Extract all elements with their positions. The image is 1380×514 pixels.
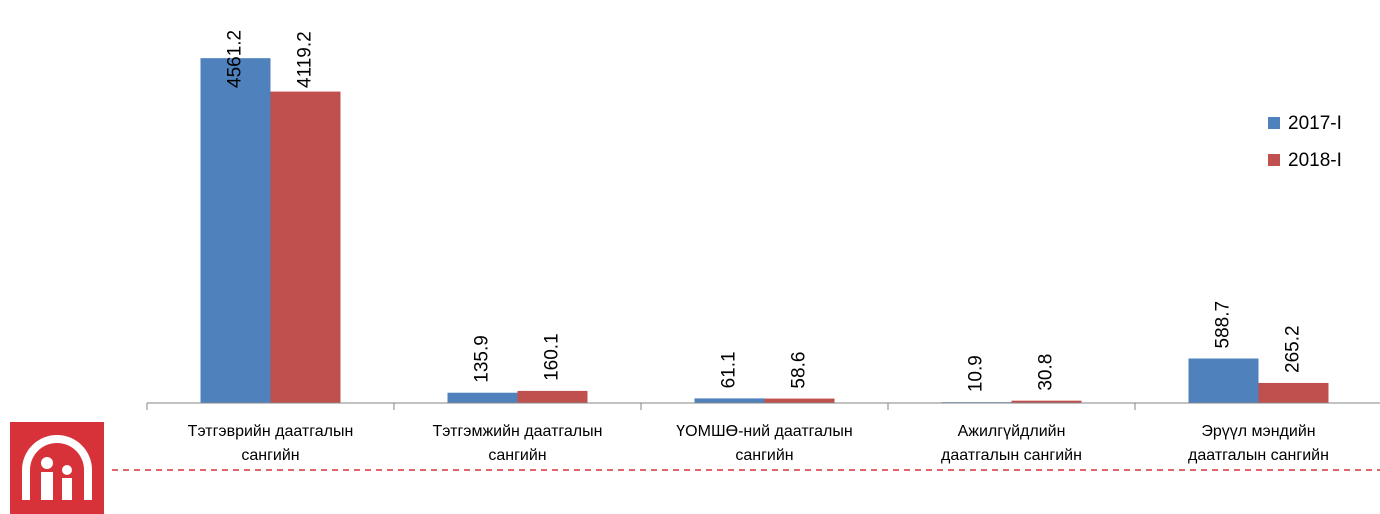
x-tick-label: Тэтгэмжийн даатгалын сангийн <box>432 423 603 464</box>
bar <box>1258 382 1329 403</box>
bar <box>764 398 835 403</box>
bar <box>447 392 518 403</box>
bar <box>1011 400 1082 403</box>
bar <box>694 398 765 403</box>
data-label: 58.6 <box>789 352 810 389</box>
logo-head <box>62 465 72 475</box>
data-label: 10.9 <box>966 355 987 392</box>
x-tick-label: Тэтгэврийн даатгалын сангийн <box>187 423 354 464</box>
bar <box>517 390 588 403</box>
x-tick-label: ҮОМШӨ-ний даатгалын сангийн <box>676 423 853 464</box>
logo-head <box>41 457 53 469</box>
data-label: 160.1 <box>542 333 563 381</box>
legend-swatch <box>1268 117 1280 129</box>
bar <box>1188 358 1259 403</box>
data-label: 588.7 <box>1213 301 1234 349</box>
data-label: 265.2 <box>1283 325 1304 373</box>
data-label: 30.8 <box>1036 354 1057 391</box>
logo-body <box>62 478 72 500</box>
bar <box>200 58 271 403</box>
x-tick-label: Эрүүл мэндийн даатгалын сангийн <box>1188 423 1329 464</box>
legend-label: 2017-I <box>1288 113 1342 134</box>
data-label: 61.1 <box>719 351 740 388</box>
bar <box>270 91 341 404</box>
x-tick-label: Ажилгүйдлийн даатгалын сангийн <box>941 423 1082 464</box>
data-label: 4119.2 <box>295 31 316 88</box>
data-label: 135.9 <box>472 335 493 383</box>
legend-label: 2018-I <box>1288 150 1342 171</box>
legend-swatch <box>1268 154 1280 166</box>
data-label: 4561.2 <box>225 30 246 88</box>
logo-body <box>41 472 53 500</box>
logo <box>10 422 104 514</box>
logo-arch <box>22 435 92 500</box>
